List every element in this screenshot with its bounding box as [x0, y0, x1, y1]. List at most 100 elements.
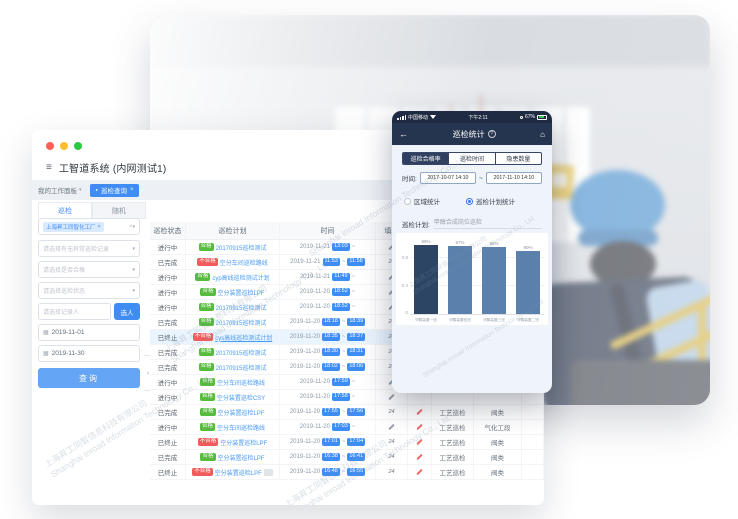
row-plan-cell: 合格 空分装置巡检LPF [186, 405, 280, 419]
table-row[interactable]: 进行中 合格 空分车间巡检路线 2019-11-20 17:03 ~ 工艺巡检 气化工段 [150, 420, 544, 435]
inspection-target: 阀类 [474, 405, 522, 419]
bar [414, 245, 438, 314]
plan-link[interactable]: 20170915巡检测试 [215, 365, 267, 372]
tilde: ~ [351, 289, 356, 295]
inspection-type: 工艺巡检 [432, 450, 474, 464]
tilde: ~ [341, 349, 346, 355]
row-plan-cell: 合格 空分装置巡检LPF [186, 450, 280, 464]
plan-link[interactable]: 空分装置巡检CSY [216, 395, 266, 402]
chevron-down-icon: ▾ [132, 287, 135, 294]
tilde: ~ [341, 454, 346, 460]
date-from-input[interactable]: ▦ 2019-11-01 [38, 324, 140, 341]
close-button[interactable] [46, 142, 54, 150]
end-time-chip: 18:39 [347, 318, 366, 326]
plan-link[interactable]: 20170915巡检测试 [215, 350, 267, 357]
plan-link[interactable]: 空分装置巡检LPF [217, 410, 265, 417]
mark-pencil-icon[interactable] [416, 408, 423, 416]
segment-hazard-count[interactable]: 隐患数量 [494, 153, 541, 164]
fill-count: 24 [388, 259, 394, 265]
mark-pencil-icon[interactable] [416, 423, 423, 431]
result-badge: 不合格 [197, 438, 219, 446]
row-plan-cell: 合格 20170915巡检测试 [186, 300, 280, 314]
signal-icon [397, 114, 406, 120]
close-tab-icon[interactable]: × [129, 187, 134, 193]
table-row[interactable]: 进行中 合格 空分装置巡检CSY 2019-11-20 17:58 ~ [150, 390, 544, 405]
date-text: 2019-11-20 [299, 289, 330, 295]
row-mark-cell [408, 435, 432, 449]
end-time-chip: 18:31 [347, 348, 366, 356]
date-to-input[interactable]: ▦ 2019-11-30 [38, 345, 140, 362]
app-title: 工智道系统 (内网测试1) [58, 164, 167, 175]
remove-tag-icon[interactable]: × [97, 223, 101, 230]
edit-pencil-icon[interactable] [388, 423, 395, 431]
table-row[interactable]: 已完成 合格 空分装置巡检LPF 2019-11-20 17:55 ~17:56 24 工艺巡… [150, 405, 544, 420]
zoom-button[interactable] [74, 142, 82, 150]
tab-inspection[interactable]: 巡检 [38, 202, 92, 219]
org-multiselect[interactable]: 上海昇工同智化工厂 × × ▾ [38, 218, 140, 235]
search-button[interactable]: 查询 [38, 368, 140, 388]
workspace-tab[interactable]: 我的工作面板 ▾ [38, 187, 82, 195]
status-time: 下午2:11 [468, 114, 488, 121]
row-time-cell: 2019-11-20 18:18 ~18:39 [280, 315, 376, 329]
inspection-type [432, 390, 474, 404]
start-time-chip: 18:35 [322, 333, 340, 341]
date-text: 2019-11-21 [290, 259, 321, 265]
fill-count: 24 [388, 334, 394, 340]
row-status: 已完成 [150, 450, 186, 464]
menu-icon[interactable]: ≡ [46, 162, 52, 173]
plan-link[interactable]: 空分装置巡检LPF [217, 290, 265, 297]
result-badge: 合格 [200, 288, 216, 296]
row-status: 已完成 [150, 360, 186, 374]
mark-pencil-icon[interactable] [416, 438, 423, 446]
plan-link[interactable]: 空分车间巡检路线 [217, 425, 266, 432]
back-icon[interactable]: ← [399, 129, 408, 139]
table-row[interactable]: 已完成 合格 空分装置巡检LPF 2019-11-20 16:38 ~16:41 24 工艺巡… [150, 450, 544, 465]
result-badge: 合格 [198, 363, 214, 371]
table-row[interactable]: 已终止 不合格 空分装置巡检LPF 2019-11-20 16:48 ~16:55 24 工艺… [150, 465, 544, 480]
plan-link[interactable]: 20170915巡检测试 [215, 305, 267, 312]
radio-region-statistic[interactable]: 区域统计 [404, 196, 440, 206]
time-label: 时间: [402, 176, 417, 183]
radio-plan-statistic[interactable]: 巡检计划统计 [466, 196, 515, 206]
plan-link[interactable]: 空分装置巡检LPF [220, 440, 268, 447]
plan-link[interactable]: 空分装置巡检LPF [214, 470, 262, 477]
help-icon[interactable]: ? [487, 130, 496, 138]
y-tick: 0 [405, 310, 408, 315]
end-time-chip: 16:55 [347, 468, 366, 476]
inspection-target: 阀类 [474, 465, 522, 479]
start-time-chip: 17:59 [331, 378, 350, 386]
plan-link[interactable]: 空分装置巡检LPF [217, 455, 265, 462]
time-from-input[interactable]: 2017-10-07 14:10 [419, 172, 477, 184]
tilde: ~ [341, 364, 346, 370]
plan-link[interactable]: 空分车间巡检路线 [217, 380, 266, 387]
minimize-button[interactable] [60, 142, 68, 150]
result-badge: 合格 [195, 273, 211, 281]
tilde: ~ [341, 409, 346, 415]
org-tag: 上海昇工同智化工厂 × [43, 221, 104, 232]
plan-link[interactable]: 20170915巡检测试 [215, 320, 267, 327]
edit-pencil-icon[interactable] [388, 393, 395, 401]
fill-count: 24 [388, 469, 395, 475]
plan-link[interactable]: 20170915巡检测试 [215, 245, 267, 252]
recorder-input[interactable]: 请选择记录人 [38, 303, 111, 320]
table-row[interactable]: 已终止 不合格 空分装置巡检LPF 2019-11-20 17:01 ~17:04 24 工艺… [150, 435, 544, 450]
clear-icon[interactable]: × [128, 223, 133, 230]
qualified-select[interactable]: 请选择是否合格 ▾ [38, 261, 140, 278]
time-to-input[interactable]: 2017-11-10 14:10 [485, 172, 543, 184]
result-badge: 合格 [198, 303, 214, 311]
pick-person-button[interactable]: 选人 [114, 303, 140, 320]
segment-pass-rate[interactable]: 巡检合格率 [403, 153, 449, 164]
home-icon[interactable]: ⌂ [540, 129, 545, 139]
segment-time[interactable]: 巡检时间 [448, 153, 494, 164]
abnormal-record-select[interactable]: 请选择有无异常巡检记录 ▾ [38, 240, 140, 257]
empty-cell [522, 405, 544, 419]
mark-pencil-icon[interactable] [416, 468, 423, 476]
plan-link[interactable]: cys高线巡检测试计划 [215, 335, 273, 342]
plan-value-input[interactable]: 甲醇合成岗位巡检 [433, 217, 542, 229]
mark-pencil-icon[interactable] [416, 453, 423, 461]
plan-link[interactable]: cyp高线巡检测试计划 [212, 275, 270, 282]
status-select[interactable]: 请选择巡检状态 ▾ [38, 282, 140, 299]
tab-random[interactable]: 随机 [92, 202, 146, 219]
active-page-tab[interactable]: ● 巡检查询 × [89, 183, 140, 197]
plan-link[interactable]: 空分车间巡检路线 [219, 260, 268, 267]
